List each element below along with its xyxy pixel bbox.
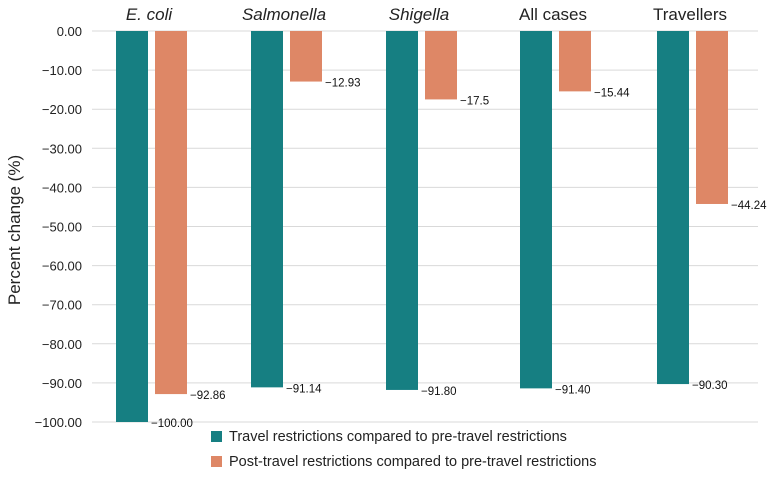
- data-label: −90.30: [692, 380, 728, 392]
- y-tick-label: −60.00: [42, 259, 82, 274]
- y-tick-label: −70.00: [42, 298, 82, 313]
- legend: Travel restrictions compared to pre-trav…: [211, 429, 596, 470]
- data-labels: −100.00 −92.86 −91.14 −12.93 −91.80 −17.5 −91.…: [151, 78, 767, 430]
- bar: [520, 31, 552, 389]
- data-label: −17.5: [460, 95, 489, 107]
- y-tick-label: −50.00: [42, 220, 82, 235]
- bar: [425, 31, 457, 100]
- data-label: −12.93: [325, 78, 361, 90]
- y-tick-label: −20.00: [42, 102, 82, 117]
- y-tick-label: −90.00: [42, 376, 82, 391]
- category-label: E. coli: [126, 5, 174, 24]
- data-label: −15.44: [594, 87, 630, 99]
- category-label: Shigella: [389, 5, 450, 24]
- y-tick-label: 0.00: [57, 24, 82, 39]
- legend-label: Post-travel restrictions compared to pre…: [229, 454, 596, 470]
- y-axis-label: Percent change (%): [5, 155, 24, 305]
- data-label: −92.86: [190, 390, 226, 402]
- legend-swatch: [211, 431, 222, 442]
- data-label: −100.00: [151, 418, 193, 430]
- bar: [696, 31, 728, 204]
- bar: [559, 31, 591, 92]
- category-label: Salmonella: [242, 5, 326, 24]
- gridlines: [92, 30, 758, 423]
- y-tick-label: −80.00: [42, 337, 82, 352]
- y-tick-label: −100.00: [35, 415, 82, 430]
- y-tick-label: −40.00: [42, 180, 82, 195]
- data-label: −44.24: [731, 200, 767, 212]
- category-label: All cases: [519, 5, 587, 24]
- bar: [251, 31, 283, 388]
- data-label: −91.14: [286, 383, 322, 395]
- legend-label: Travel restrictions compared to pre-trav…: [229, 429, 567, 445]
- bars: [116, 31, 728, 422]
- bar: [386, 31, 418, 390]
- y-tick-label: −30.00: [42, 141, 82, 156]
- category-labels: E. coli Salmonella Shigella All cases Travel…: [126, 5, 727, 24]
- legend-swatch: [211, 456, 222, 467]
- bar: [657, 31, 689, 385]
- data-label: −91.40: [555, 384, 591, 396]
- data-label: −91.80: [421, 386, 457, 398]
- bar: [155, 31, 187, 395]
- bar: [116, 31, 148, 422]
- bar: [290, 31, 322, 82]
- y-tick-label: −10.00: [42, 63, 82, 78]
- y-axis-ticks: 0.00 −10.00 −20.00 −30.00 −40.00 −50.00 −60.00…: [35, 24, 82, 430]
- category-label: Travellers: [653, 5, 727, 24]
